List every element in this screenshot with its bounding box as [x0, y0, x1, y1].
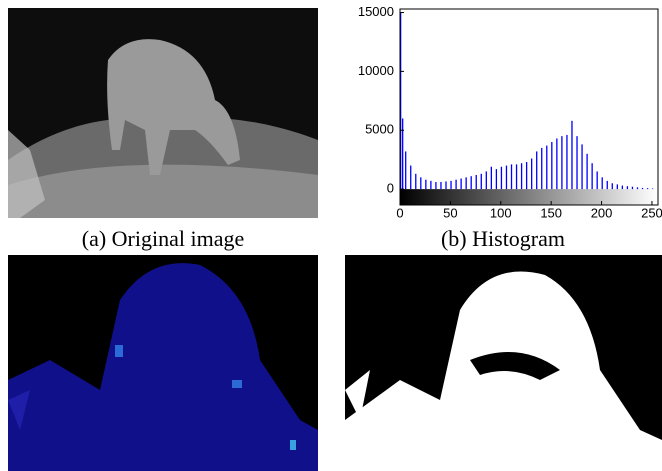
bar: [652, 189, 653, 190]
x-tick-label: 100: [490, 205, 512, 220]
bar: [521, 163, 522, 189]
bar: [647, 188, 648, 189]
y-tick-label: 15000: [358, 4, 394, 19]
bar: [516, 164, 517, 189]
bar: [471, 176, 472, 189]
bar: [445, 181, 446, 189]
bar: [440, 182, 441, 189]
bar: [556, 138, 557, 189]
bar: [402, 118, 403, 189]
bar: [541, 148, 542, 189]
bar: [607, 181, 608, 189]
x-tick-label: 250: [641, 205, 662, 220]
binary-image: [345, 255, 662, 471]
intensity-bar: [400, 189, 658, 205]
bar: [602, 177, 603, 189]
bar: [450, 181, 451, 189]
x-tick-label: 50: [443, 205, 457, 220]
bar: [501, 167, 502, 189]
bar: [612, 183, 613, 189]
segmented-image: [8, 255, 318, 471]
bar: [486, 171, 487, 189]
bar: [637, 187, 638, 189]
bar: [481, 174, 482, 189]
figure: (a) Original image (b) Histogram 0 5000 10…: [0, 0, 662, 471]
bar: [531, 159, 532, 190]
caption: (b) Histogram: [441, 226, 565, 251]
axes-frame: [400, 9, 658, 205]
bar: [566, 135, 567, 189]
x-tick-label: 150: [540, 205, 562, 220]
bar: [597, 171, 598, 189]
bar: [536, 151, 537, 189]
bar: [410, 166, 411, 190]
bar: [496, 169, 497, 189]
bar: [622, 186, 623, 190]
histogram: 0 5000 10000 15000 0 50 100 150 200 250: [358, 4, 662, 220]
bar: [455, 180, 456, 189]
page: {"captions": ["(a) Original image", "(b)…: [0, 0, 662, 471]
original-image: [8, 8, 318, 218]
bar: [476, 175, 477, 189]
bar: [617, 184, 618, 189]
caption: (a) Original image: [82, 226, 245, 251]
bar: [642, 188, 643, 189]
bar: [586, 154, 587, 189]
bar: [511, 164, 512, 189]
bar: [430, 181, 431, 189]
bar: [460, 179, 461, 190]
bar: [546, 146, 547, 190]
bar: [576, 136, 577, 189]
bar: [435, 182, 436, 189]
bar: [571, 121, 572, 189]
bar: [591, 163, 592, 189]
bar: [420, 177, 421, 189]
bar: [581, 144, 582, 189]
y-tick-label: 0: [387, 181, 394, 196]
bar: [415, 174, 416, 189]
bar: [466, 177, 467, 189]
bar: [425, 180, 426, 189]
bar: [627, 186, 628, 189]
bar: [551, 142, 552, 189]
y-tick-label: 10000: [358, 63, 394, 78]
x-tick-label: 0: [396, 205, 403, 220]
bar: [526, 162, 527, 189]
bar: [405, 151, 406, 189]
bar: [491, 167, 492, 189]
y-tick-label: 5000: [365, 122, 394, 137]
bar: [632, 187, 633, 189]
x-tick-label: 200: [591, 205, 613, 220]
bar: [561, 136, 562, 189]
bar: [506, 166, 507, 190]
